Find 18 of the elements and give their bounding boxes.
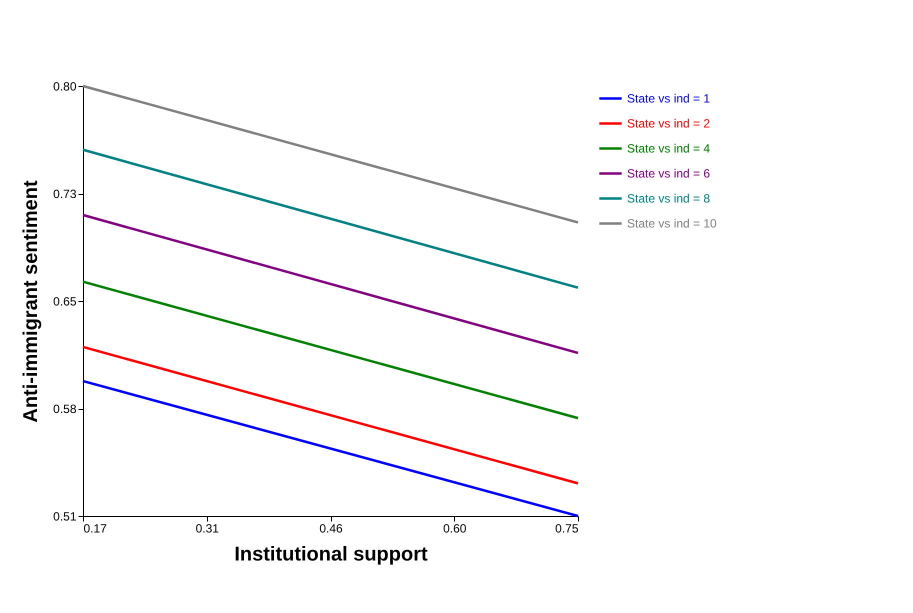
- legend-label: State vs ind = 1: [627, 92, 710, 106]
- x-tick-label: 0.17: [84, 522, 108, 536]
- x-tick-label: 0.75: [555, 522, 579, 536]
- y-tick-label: 0.58: [53, 402, 77, 416]
- legend-label: State vs ind = 10: [627, 216, 718, 230]
- legend-label: State vs ind = 8: [627, 192, 710, 206]
- y-tick-label: 0.73: [53, 187, 77, 201]
- legend-label: State vs ind = 6: [627, 166, 710, 180]
- y-tick-label: 0.51: [53, 510, 77, 524]
- legend-label: State vs ind = 4: [627, 142, 710, 156]
- x-tick-label: 0.46: [319, 522, 343, 536]
- x-tick-label: 0.60: [443, 522, 467, 536]
- y-tick-label: 0.65: [53, 294, 77, 308]
- y-axis-title: Anti-immigrant sentiment: [20, 180, 42, 423]
- x-axis-title: Institutional support: [234, 544, 428, 566]
- y-tick-label: 0.80: [53, 80, 77, 94]
- x-tick-label: 0.31: [196, 522, 220, 536]
- legend-label: State vs ind = 2: [627, 116, 710, 130]
